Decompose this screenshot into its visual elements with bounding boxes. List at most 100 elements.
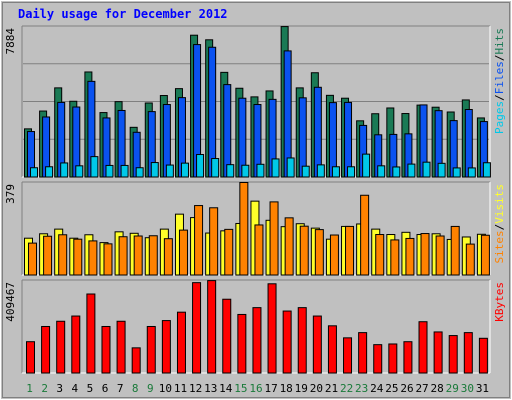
x-tick-label: 10 bbox=[159, 382, 172, 395]
bar-pages-day-28 bbox=[437, 162, 446, 178]
bar-kbytes-day-22 bbox=[343, 337, 353, 374]
bar-kbytes-day-4 bbox=[71, 315, 81, 374]
panel-legend: KBytes bbox=[493, 282, 506, 322]
x-tick-label: 7 bbox=[117, 382, 124, 395]
bar-pages-day-7 bbox=[120, 164, 129, 178]
x-tick-label: 2 bbox=[41, 382, 48, 395]
bar-sites-day-17 bbox=[269, 201, 279, 276]
bar-pages-day-15 bbox=[241, 164, 250, 178]
x-tick-label: 20 bbox=[310, 382, 323, 395]
bar-sites-day-22 bbox=[345, 225, 355, 276]
bar-sites-day-3 bbox=[58, 234, 68, 276]
legend-item: Sites bbox=[493, 230, 506, 263]
bar-sites-day-2 bbox=[43, 235, 53, 276]
x-tick-label: 31 bbox=[476, 382, 489, 395]
bar-sites-day-1 bbox=[28, 242, 37, 276]
bar-kbytes-day-6 bbox=[101, 325, 111, 374]
bar-sites-day-26 bbox=[405, 237, 415, 276]
x-tick-label: 27 bbox=[415, 382, 428, 395]
panel-legend: Pages/Files/Hits bbox=[493, 28, 506, 134]
bar-sites-day-7 bbox=[118, 236, 128, 276]
bar-kbytes-day-1 bbox=[26, 341, 35, 374]
bar-files-day-14 bbox=[223, 84, 232, 178]
panel-max-label: 7884 bbox=[4, 28, 17, 55]
chart-title: Daily usage for December 2012 bbox=[18, 7, 228, 21]
bar-pages-day-27 bbox=[422, 161, 431, 178]
x-tick-label: 8 bbox=[132, 382, 139, 395]
x-tick-label: 21 bbox=[325, 382, 338, 395]
panel-max-label: 409467 bbox=[4, 282, 17, 322]
bar-pages-day-4 bbox=[75, 165, 84, 178]
bar-pages-day-17 bbox=[271, 158, 280, 178]
bar-kbytes-day-5 bbox=[86, 293, 96, 374]
legend-item: KBytes bbox=[493, 282, 506, 322]
x-tick-label: 23 bbox=[355, 382, 368, 395]
bar-sites-day-11 bbox=[178, 229, 188, 276]
bar-sites-day-31 bbox=[480, 234, 490, 276]
bar-files-day-19 bbox=[298, 97, 307, 178]
bar-kbytes-day-12 bbox=[192, 282, 202, 374]
bar-kbytes-day-15 bbox=[237, 313, 247, 374]
bar-sites-day-25 bbox=[390, 239, 400, 276]
bar-sites-day-12 bbox=[194, 205, 204, 276]
bar-kbytes-day-28 bbox=[433, 331, 443, 374]
bar-kbytes-day-9 bbox=[146, 325, 156, 374]
bar-pages-day-6 bbox=[105, 164, 114, 178]
x-tick-label: 19 bbox=[295, 382, 308, 395]
bar-sites-day-5 bbox=[88, 240, 98, 276]
bar-pages-day-3 bbox=[60, 162, 69, 178]
bar-pages-day-1 bbox=[30, 167, 38, 178]
bar-sites-day-18 bbox=[284, 217, 294, 276]
bar-kbytes-day-29 bbox=[448, 335, 458, 374]
bar-kbytes-day-8 bbox=[131, 347, 141, 374]
bar-sites-day-20 bbox=[314, 229, 324, 276]
x-tick-label: 16 bbox=[249, 382, 262, 395]
bar-kbytes-day-19 bbox=[297, 307, 307, 374]
bar-kbytes-day-17 bbox=[267, 283, 277, 374]
x-tick-label: 30 bbox=[461, 382, 474, 395]
x-tick-label: 29 bbox=[446, 382, 459, 395]
bar-sites-day-24 bbox=[375, 234, 385, 276]
bar-kbytes-day-26 bbox=[403, 341, 413, 374]
legend-item: / bbox=[493, 224, 506, 231]
x-tick-label: 12 bbox=[189, 382, 202, 395]
bar-kbytes-day-11 bbox=[176, 311, 186, 374]
x-tick-label: 3 bbox=[56, 382, 63, 395]
bar-kbytes-day-7 bbox=[116, 320, 126, 374]
x-tick-label: 4 bbox=[72, 382, 79, 395]
bar-sites-day-16 bbox=[254, 224, 264, 276]
x-tick-label: 28 bbox=[431, 382, 444, 395]
x-tick-label: 15 bbox=[234, 382, 247, 395]
bar-kbytes-day-24 bbox=[373, 344, 383, 374]
x-tick-label: 26 bbox=[400, 382, 413, 395]
bar-pages-day-26 bbox=[407, 163, 416, 178]
bar-pages-day-24 bbox=[377, 165, 386, 178]
bar-pages-day-11 bbox=[180, 162, 189, 178]
bar-sites-day-28 bbox=[435, 235, 445, 276]
bar-files-day-13 bbox=[208, 46, 217, 178]
bar-files-day-22 bbox=[344, 101, 353, 178]
bar-kbytes-day-10 bbox=[161, 320, 171, 374]
bar-kbytes-day-2 bbox=[41, 325, 51, 374]
bar-sites-day-6 bbox=[103, 243, 113, 276]
bar-pages-day-14 bbox=[226, 164, 235, 178]
x-tick-label: 13 bbox=[204, 382, 217, 395]
bar-sites-day-4 bbox=[73, 238, 83, 276]
bar-pages-day-30 bbox=[467, 167, 476, 178]
bar-pages-day-13 bbox=[211, 158, 220, 178]
bar-sites-day-14 bbox=[224, 228, 234, 276]
bar-sites-day-27 bbox=[420, 233, 430, 276]
legend-item: Visits bbox=[493, 184, 506, 224]
bar-sites-day-21 bbox=[329, 234, 339, 276]
bar-sites-day-29 bbox=[450, 225, 460, 276]
bar-sites-day-15 bbox=[239, 182, 249, 276]
x-tick-label: 11 bbox=[174, 382, 187, 395]
bar-sites-day-13 bbox=[209, 207, 219, 276]
bar-pages-day-31 bbox=[482, 162, 491, 178]
bar-sites-day-30 bbox=[465, 243, 475, 276]
x-tick-label: 25 bbox=[385, 382, 398, 395]
legend-item: Files bbox=[493, 61, 506, 94]
